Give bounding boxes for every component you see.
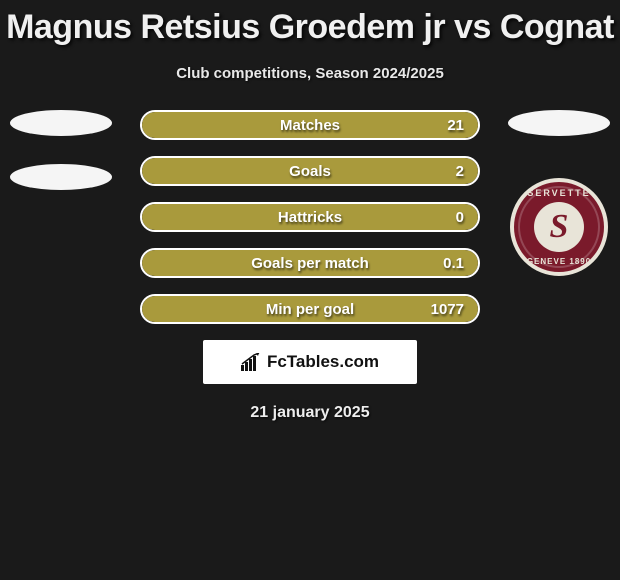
brand-text: FcTables.com — [267, 352, 379, 372]
stat-bar-label: Hattricks — [278, 209, 342, 226]
stat-bars: Matches 21 Goals 2 Hattricks 0 Goals per match… — [140, 110, 480, 324]
stat-bar-label: Goals — [289, 163, 331, 180]
brand-box: FcTables.com — [203, 340, 417, 384]
date-text: 21 january 2025 — [0, 404, 620, 422]
stat-bar: Goals per match 0.1 — [140, 248, 480, 278]
crest-text-top: SERVETTE — [514, 188, 604, 198]
club-crest: SERVETTE S GENEVE 1890 — [510, 178, 608, 276]
stat-bar-label: Matches — [280, 117, 340, 134]
stat-bar-value-right: 21 — [447, 117, 464, 134]
stat-bar: Min per goal 1077 — [140, 294, 480, 324]
stat-bar-value-right: 2 — [456, 163, 464, 180]
page-title: Magnus Retsius Groedem jr vs Cognat — [0, 0, 620, 47]
stat-bar: Hattricks 0 — [140, 202, 480, 232]
right-player-column: SERVETTE S GENEVE 1890 — [508, 110, 610, 276]
stat-bar: Matches 21 — [140, 110, 480, 140]
left-player-placeholders — [10, 110, 112, 218]
stat-bar-value-right: 0 — [456, 209, 464, 226]
right-player-head-ellipse — [508, 110, 610, 136]
stat-bar-label: Goals per match — [251, 255, 369, 272]
left-player-head-ellipse — [10, 110, 112, 136]
stat-bar-value-right: 1077 — [431, 301, 464, 318]
comparison-content: SERVETTE S GENEVE 1890 Matches 21 Goals 2 Ha… — [0, 110, 620, 422]
left-player-body-ellipse — [10, 164, 112, 190]
stat-bar-label: Min per goal — [266, 301, 354, 318]
crest-text-bottom: GENEVE 1890 — [514, 257, 604, 266]
crest-center: S — [534, 202, 584, 252]
crest-letter: S — [550, 210, 569, 244]
stat-bar-value-right: 0.1 — [443, 255, 464, 272]
stat-bar: Goals 2 — [140, 156, 480, 186]
chart-icon — [241, 353, 261, 371]
subtitle: Club competitions, Season 2024/2025 — [0, 65, 620, 82]
